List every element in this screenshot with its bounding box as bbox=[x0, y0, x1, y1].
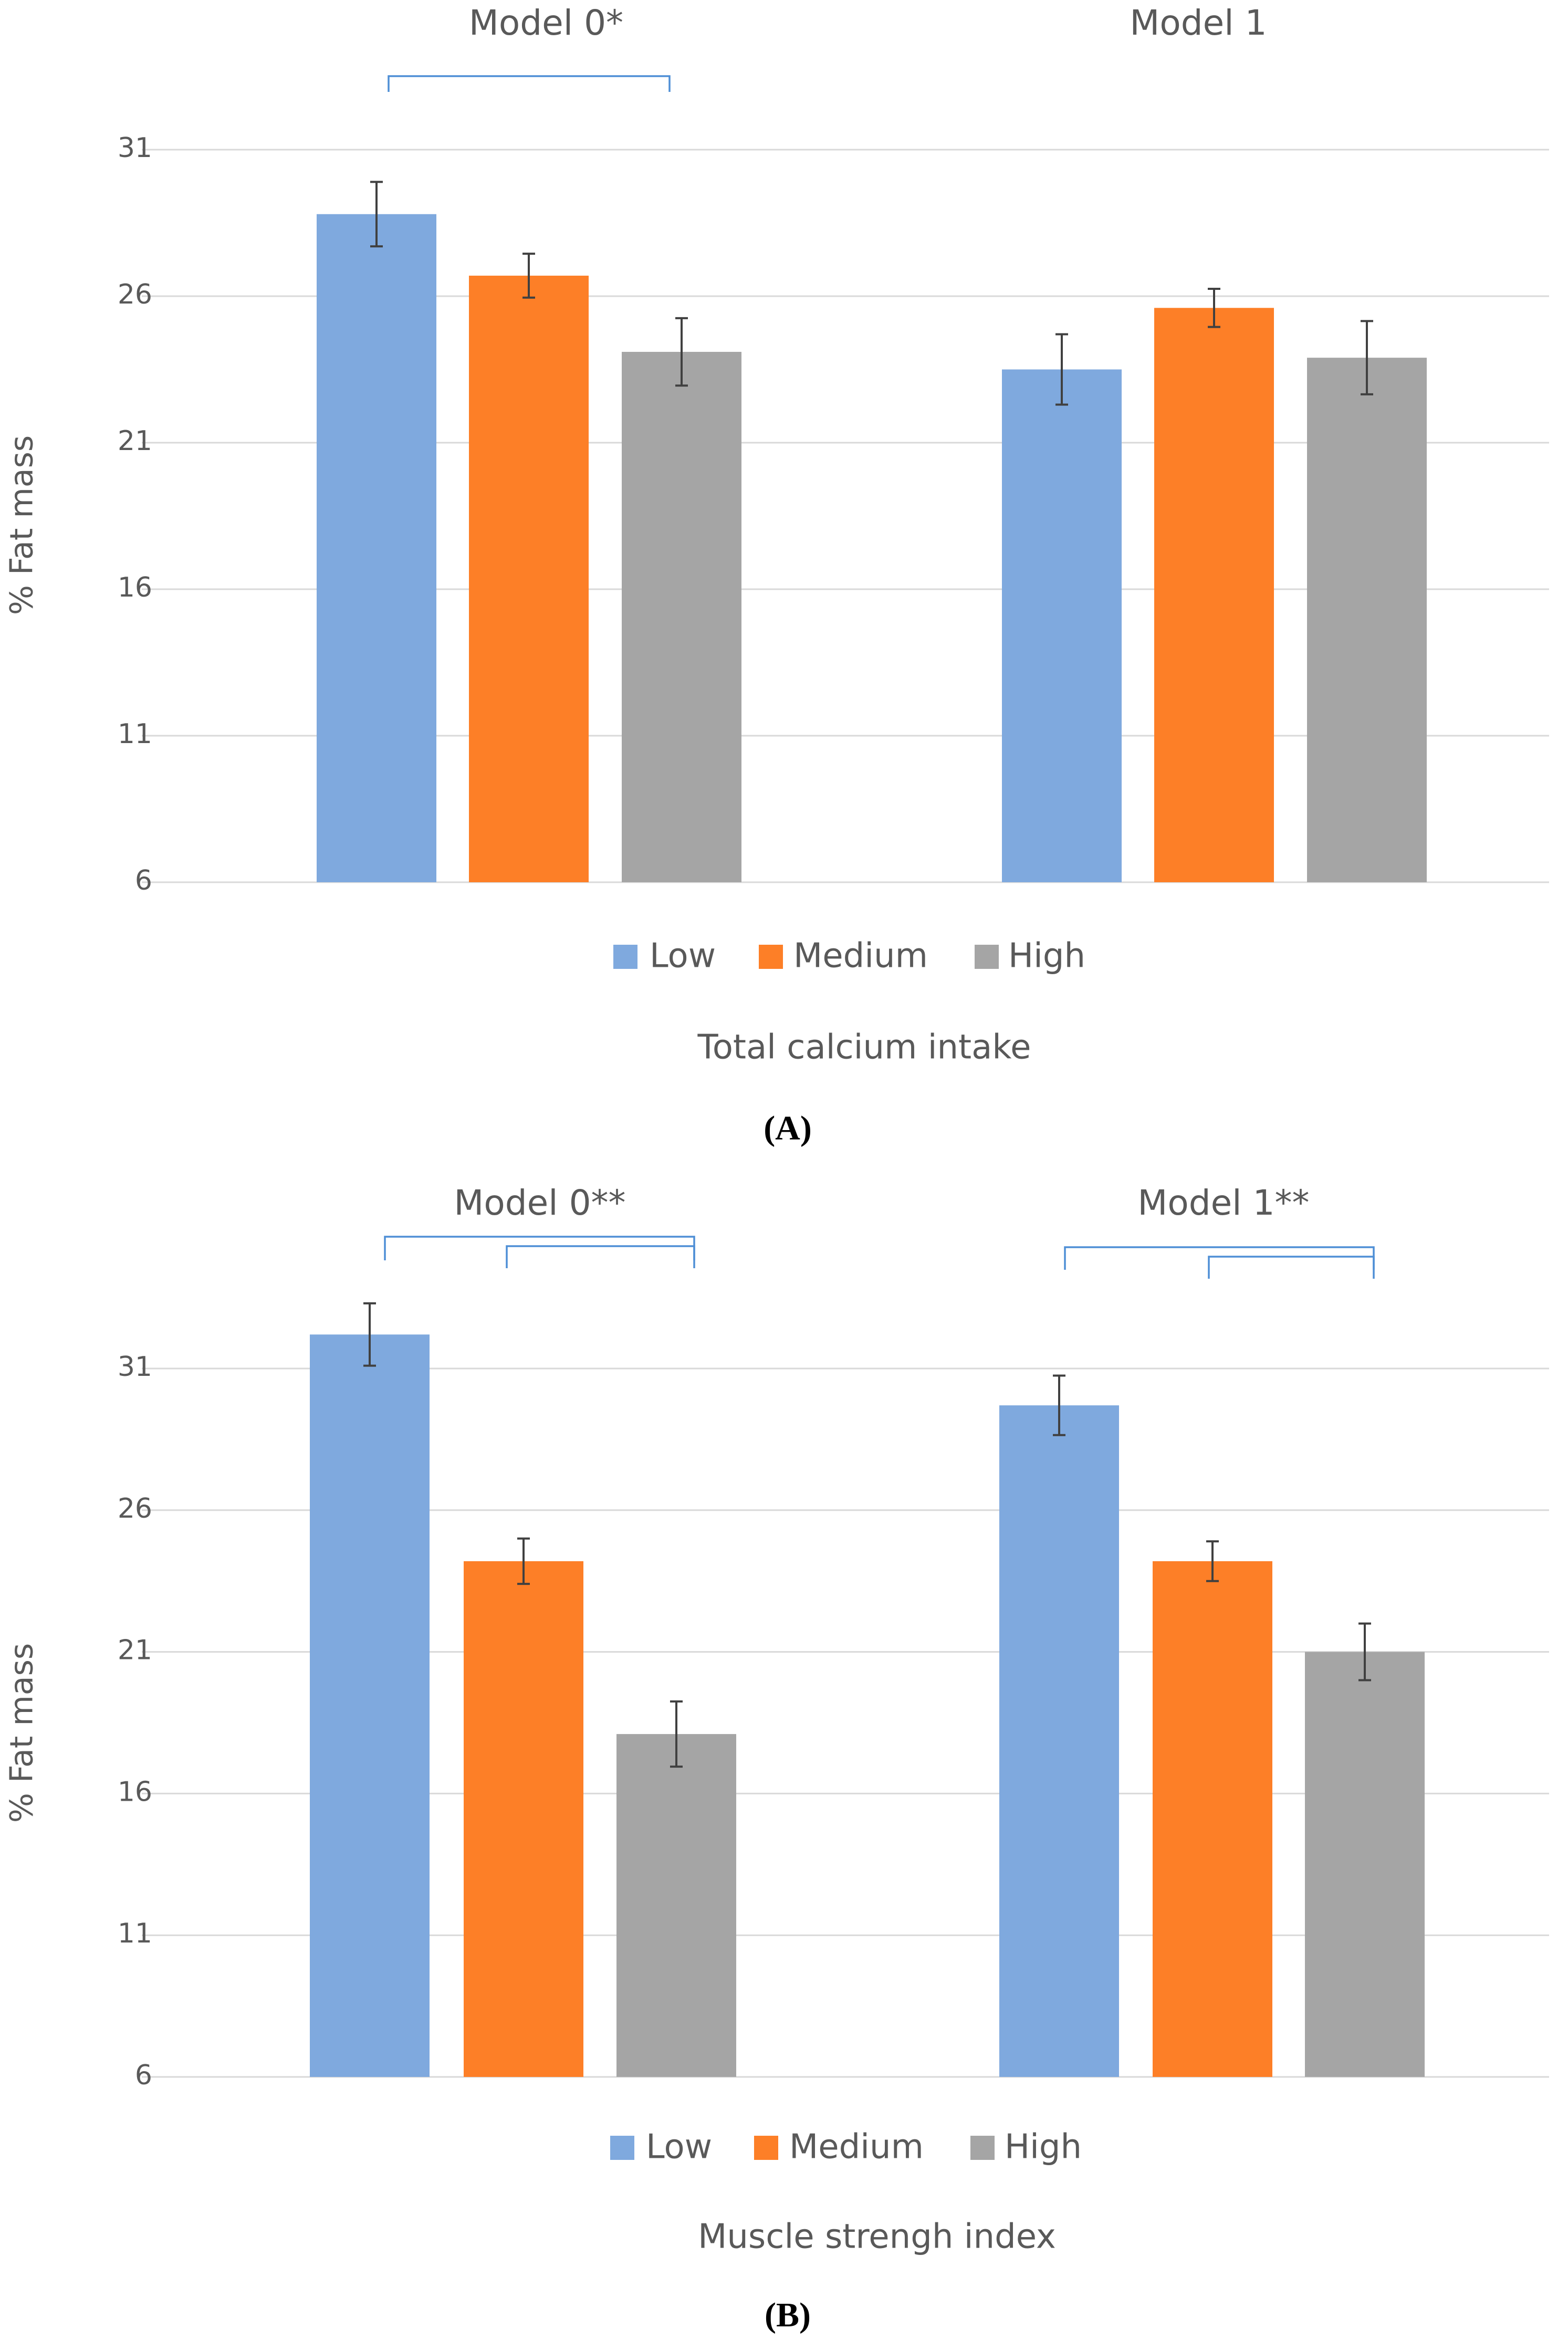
legend-swatch-medium bbox=[754, 2136, 778, 2160]
legend-swatch-medium bbox=[759, 945, 783, 969]
y-tick-label: 31 bbox=[118, 1351, 152, 1383]
y-tick-label: 21 bbox=[118, 425, 152, 457]
significance-brackets bbox=[388, 75, 671, 92]
y-tick-label: 31 bbox=[118, 132, 152, 164]
bar-medium bbox=[1154, 308, 1274, 882]
panel-b: 6 11 16 21 26 31 % Fat mass Model 0** Mo… bbox=[4, 1183, 1549, 2257]
bars bbox=[317, 214, 1427, 883]
bar-high bbox=[1307, 358, 1427, 882]
y-tick-label: 6 bbox=[135, 2060, 152, 2091]
legend-label-high: High bbox=[1005, 2128, 1082, 2167]
legend-label-low: Low bbox=[646, 2128, 712, 2167]
legend-swatch-low bbox=[613, 945, 637, 969]
error-bar bbox=[517, 1537, 530, 1585]
bar-low bbox=[317, 214, 436, 882]
bar-low bbox=[310, 1334, 430, 2077]
bar-medium bbox=[469, 275, 589, 883]
panel-a: 6 11 16 21 26 31 % Fat mass Model 0* Mod… bbox=[4, 3, 1549, 1067]
significance-bracket bbox=[388, 75, 671, 92]
legend: Low Medium High bbox=[613, 937, 1085, 976]
error-bar bbox=[522, 253, 535, 299]
error-bar bbox=[670, 1700, 683, 1768]
error-bar bbox=[1358, 1622, 1371, 1681]
y-tick-label: 16 bbox=[118, 572, 152, 603]
panel-label-a: (A) bbox=[764, 1109, 812, 1147]
bar-medium bbox=[464, 1561, 583, 2077]
bar-low bbox=[999, 1405, 1119, 2077]
error-bar bbox=[675, 317, 688, 387]
error-bar bbox=[1053, 1374, 1065, 1436]
y-tick-label: 16 bbox=[118, 1776, 152, 1808]
bar-high bbox=[622, 352, 741, 882]
x-axis-title: Total calcium intake bbox=[697, 1028, 1031, 1067]
y-tick-labels: 6 11 16 21 26 31 bbox=[118, 1351, 152, 2091]
y-tick-label: 6 bbox=[135, 865, 152, 896]
y-axis-title: % Fat mass bbox=[4, 1643, 40, 1823]
error-bars bbox=[370, 181, 1373, 406]
legend-label-medium: Medium bbox=[789, 2128, 924, 2167]
bar-high bbox=[1305, 1652, 1425, 2077]
legend-swatch-low bbox=[610, 2136, 634, 2160]
legend-label-low: Low bbox=[650, 937, 716, 976]
error-bars bbox=[363, 1302, 1371, 1768]
group-label: Model 0* bbox=[469, 3, 623, 43]
y-tick-label: 11 bbox=[118, 718, 152, 750]
significance-brackets bbox=[384, 1236, 1375, 1279]
error-bar bbox=[1208, 288, 1220, 328]
error-bar bbox=[1206, 1540, 1219, 1582]
bars bbox=[310, 1334, 1425, 2077]
y-tick-label: 11 bbox=[118, 1918, 152, 1949]
legend-swatch-high bbox=[970, 2136, 995, 2160]
legend-label-medium: Medium bbox=[793, 937, 928, 976]
legend: Low Medium High bbox=[610, 2128, 1082, 2167]
bar-low bbox=[1002, 369, 1122, 882]
panel-label-b: (B) bbox=[765, 2296, 811, 2334]
error-bar bbox=[1361, 320, 1373, 395]
y-tick-label: 21 bbox=[118, 1635, 152, 1666]
y-tick-labels: 6 11 16 21 26 31 bbox=[118, 132, 152, 896]
significance-bracket bbox=[1208, 1256, 1375, 1279]
error-bar bbox=[370, 181, 383, 248]
legend-label-high: High bbox=[1008, 937, 1085, 976]
group-label: Model 0** bbox=[454, 1183, 625, 1223]
bar-high bbox=[616, 1734, 736, 2077]
y-tick-label: 26 bbox=[118, 1493, 152, 1524]
group-label: Model 1** bbox=[1137, 1183, 1309, 1223]
y-tick-label: 26 bbox=[118, 279, 152, 310]
error-bar bbox=[1055, 333, 1068, 406]
bar-medium bbox=[1153, 1561, 1272, 2077]
group-label: Model 1 bbox=[1130, 3, 1267, 43]
significance-bracket bbox=[506, 1245, 695, 1268]
legend-swatch-high bbox=[975, 945, 999, 969]
y-axis-title: % Fat mass bbox=[4, 435, 40, 615]
x-axis-title: Muscle strengh index bbox=[698, 2218, 1056, 2257]
error-bar bbox=[363, 1302, 376, 1367]
